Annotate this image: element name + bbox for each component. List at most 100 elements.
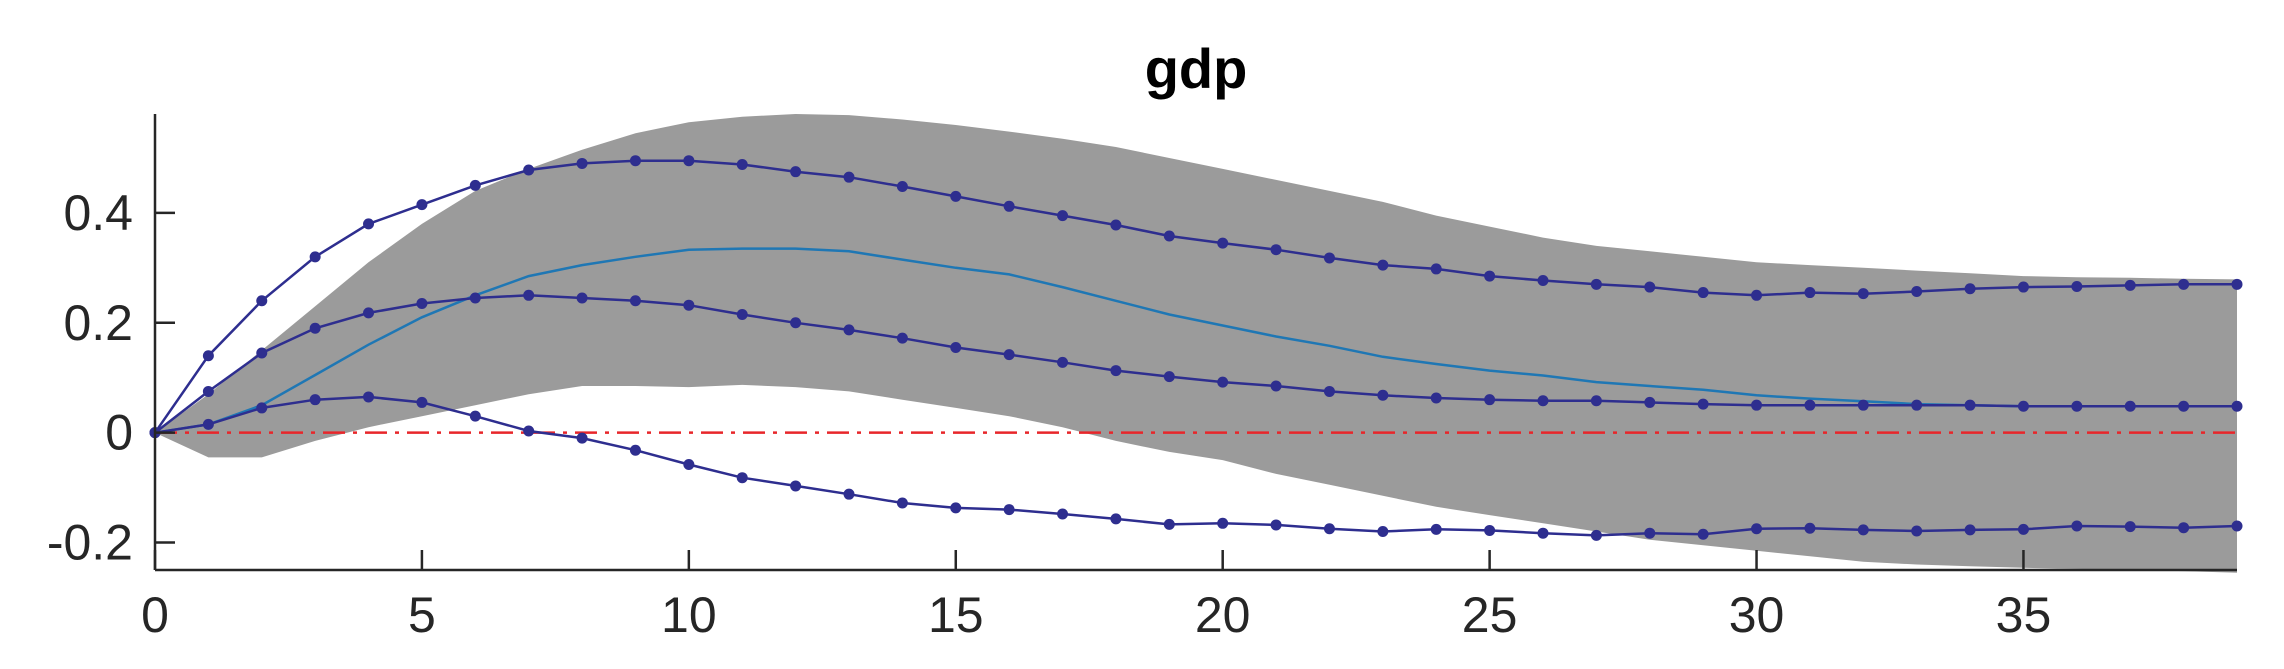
x-tick-label: 25 bbox=[1462, 587, 1518, 643]
data-point-lower bbox=[790, 480, 802, 492]
data-point-lower bbox=[1270, 519, 1282, 531]
confidence-band-layer bbox=[155, 114, 2237, 573]
data-point-lower bbox=[2178, 522, 2190, 534]
data-point-upper bbox=[416, 199, 428, 211]
data-point-mid bbox=[1110, 365, 1122, 377]
data-point-upper bbox=[1003, 200, 1015, 212]
data-point-mid bbox=[1911, 399, 1923, 411]
data-point-lower bbox=[1804, 522, 1816, 534]
data-point-upper bbox=[2178, 278, 2190, 290]
data-point-mid bbox=[950, 341, 962, 353]
y-axis-ticks: -0.2 0 0.2 0.4 bbox=[47, 185, 175, 571]
axes-layer bbox=[153, 114, 2237, 572]
data-point-mid bbox=[576, 292, 588, 304]
data-point-lower bbox=[629, 444, 641, 456]
data-point-lower bbox=[1430, 523, 1442, 535]
x-tick-label: 10 bbox=[661, 587, 717, 643]
series-line-median bbox=[154, 247, 2237, 434]
data-point-mid bbox=[363, 307, 375, 319]
data-point-mid bbox=[1697, 398, 1709, 410]
data-point-mid bbox=[1003, 349, 1015, 361]
data-point-lower bbox=[363, 391, 375, 403]
data-point-mid bbox=[1323, 385, 1335, 397]
data-point-mid bbox=[2178, 400, 2190, 412]
data-point-mid bbox=[2071, 400, 2083, 412]
data-point-lower bbox=[950, 502, 962, 514]
data-point-upper bbox=[1590, 278, 1602, 290]
data-point-upper bbox=[1163, 230, 1175, 242]
data-point-upper bbox=[2017, 281, 2029, 293]
data-point-lower bbox=[1217, 517, 1229, 529]
series-lower bbox=[149, 391, 2243, 541]
data-point-mid bbox=[523, 289, 535, 301]
x-tick-label: 35 bbox=[1996, 587, 2052, 643]
data-point-lower bbox=[1057, 508, 1069, 520]
series-median bbox=[154, 247, 2237, 434]
data-point-upper bbox=[736, 159, 748, 171]
data-point-lower bbox=[1003, 504, 1015, 516]
data-point-mid bbox=[1857, 399, 1869, 411]
data-point-lower bbox=[1163, 518, 1175, 530]
data-point-mid bbox=[2017, 400, 2029, 412]
x-tick-label: 0 bbox=[141, 587, 169, 643]
data-point-lower bbox=[1377, 526, 1389, 538]
data-point-upper bbox=[1644, 281, 1656, 293]
data-point-mid bbox=[1163, 371, 1175, 383]
series-line-upper bbox=[153, 159, 2237, 434]
data-point-mid bbox=[1057, 356, 1069, 368]
y-tick-label: 0.2 bbox=[63, 295, 133, 351]
data-point-lower bbox=[576, 432, 588, 444]
data-point-mid bbox=[1751, 399, 1763, 411]
data-point-mid bbox=[469, 292, 481, 304]
data-point-upper bbox=[1857, 288, 1869, 300]
series-line-mid bbox=[154, 294, 2237, 434]
data-point-upper bbox=[1057, 210, 1069, 222]
series-upper bbox=[149, 155, 2243, 439]
data-point-upper bbox=[1110, 219, 1122, 231]
x-tick-label: 15 bbox=[928, 587, 984, 643]
data-point-upper bbox=[1537, 274, 1549, 286]
data-point-upper bbox=[1751, 289, 1763, 301]
data-point-upper bbox=[202, 350, 214, 362]
chart-title: gdp bbox=[1145, 37, 1248, 100]
data-point-lower bbox=[309, 394, 321, 406]
data-point-mid bbox=[683, 299, 695, 311]
data-point-mid bbox=[2231, 400, 2243, 412]
series-mid bbox=[149, 289, 2243, 439]
y-tick-label: 0 bbox=[105, 405, 133, 461]
data-point-mid bbox=[736, 309, 748, 321]
data-point-upper bbox=[843, 171, 855, 183]
data-point-upper bbox=[1697, 287, 1709, 299]
data-point-lower bbox=[1110, 513, 1122, 525]
series-line-lower bbox=[154, 395, 2238, 537]
data-point-lower bbox=[256, 402, 268, 414]
data-point-mid bbox=[309, 322, 321, 334]
data-point-mid bbox=[896, 332, 908, 344]
data-point-upper bbox=[1911, 285, 1923, 297]
data-point-upper bbox=[896, 181, 908, 193]
data-point-upper bbox=[2231, 278, 2243, 290]
data-point-upper bbox=[629, 155, 641, 167]
data-point-upper bbox=[1377, 259, 1389, 271]
data-point-upper bbox=[523, 164, 535, 176]
data-point-lower bbox=[416, 396, 428, 408]
data-point-mid bbox=[1804, 399, 1816, 411]
data-point-mid bbox=[843, 324, 855, 336]
data-point-upper bbox=[1430, 263, 1442, 275]
data-point-lower bbox=[736, 472, 748, 484]
data-point-upper bbox=[1964, 283, 1976, 295]
data-point-mid bbox=[1217, 376, 1229, 388]
x-tick-label: 30 bbox=[1729, 587, 1785, 643]
data-point-mid bbox=[1484, 394, 1496, 406]
data-point-mid bbox=[1964, 399, 1976, 411]
data-point-mid bbox=[416, 298, 428, 310]
x-tick-label: 5 bbox=[408, 587, 436, 643]
data-point-mid bbox=[256, 347, 268, 359]
data-point-lower bbox=[2017, 523, 2029, 535]
data-point-mid bbox=[790, 317, 802, 329]
data-point-upper bbox=[309, 251, 321, 263]
data-point-mid bbox=[1377, 389, 1389, 401]
data-point-upper bbox=[469, 179, 481, 191]
data-point-upper bbox=[683, 155, 695, 167]
